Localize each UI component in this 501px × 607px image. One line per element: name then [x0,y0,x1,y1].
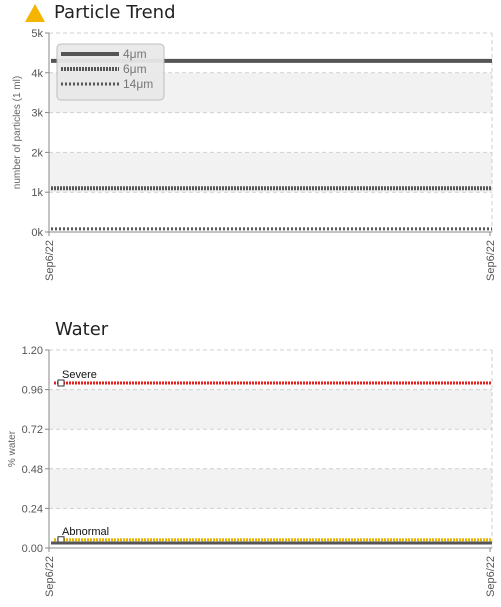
warning-triangle-icon [25,3,45,22]
x-tick-label: Sep6/22 [485,556,497,597]
legend-label: 4μm [123,47,147,61]
threshold-label: Severe [62,369,97,381]
particle-trend-chart: 0k 1k 2k 3k 4k 5k Sep6/22 Sep6/22 number of part… [12,28,497,281]
y-tick-label: 2k [31,147,43,159]
legend-label: 6μm [123,62,147,76]
particle-trend-header: Particle Trend [24,2,176,23]
y-tick-label: 5k [31,28,43,40]
water-title: Water [55,319,109,340]
legend-label: 14μm [123,77,153,91]
grid-band [49,468,492,509]
x-tick-label: Sep6/22 [44,240,56,281]
y-tick-label: 1.20 [22,345,43,357]
grid-band [49,389,492,430]
grid-band [49,152,492,193]
y-tick-label: 3k [31,108,43,120]
y-tick-label: 0.72 [22,424,43,436]
y-tick-label: 1k [31,187,43,199]
y-tick-label: 0k [31,227,43,239]
x-tick-label: Sep6/22 [485,240,497,281]
y-tick-label: 4k [31,68,43,80]
threshold-marker [57,379,65,387]
y-tick-label: 0.96 [22,385,43,397]
particle-trend-title: Particle Trend [54,2,176,23]
threshold-label: Abnormal [62,526,109,538]
x-tick-label: Sep6/22 [44,556,56,597]
legend-box [56,43,165,101]
y-tick-label: 0.00 [22,543,43,555]
y-tick-label: 0.24 [22,503,43,515]
y-axis-label: number of particles (1 ml) [12,76,23,189]
y-axis-label: % water [7,430,18,467]
y-tick-label: 0.48 [22,464,43,476]
water-header: Water [55,319,108,340]
